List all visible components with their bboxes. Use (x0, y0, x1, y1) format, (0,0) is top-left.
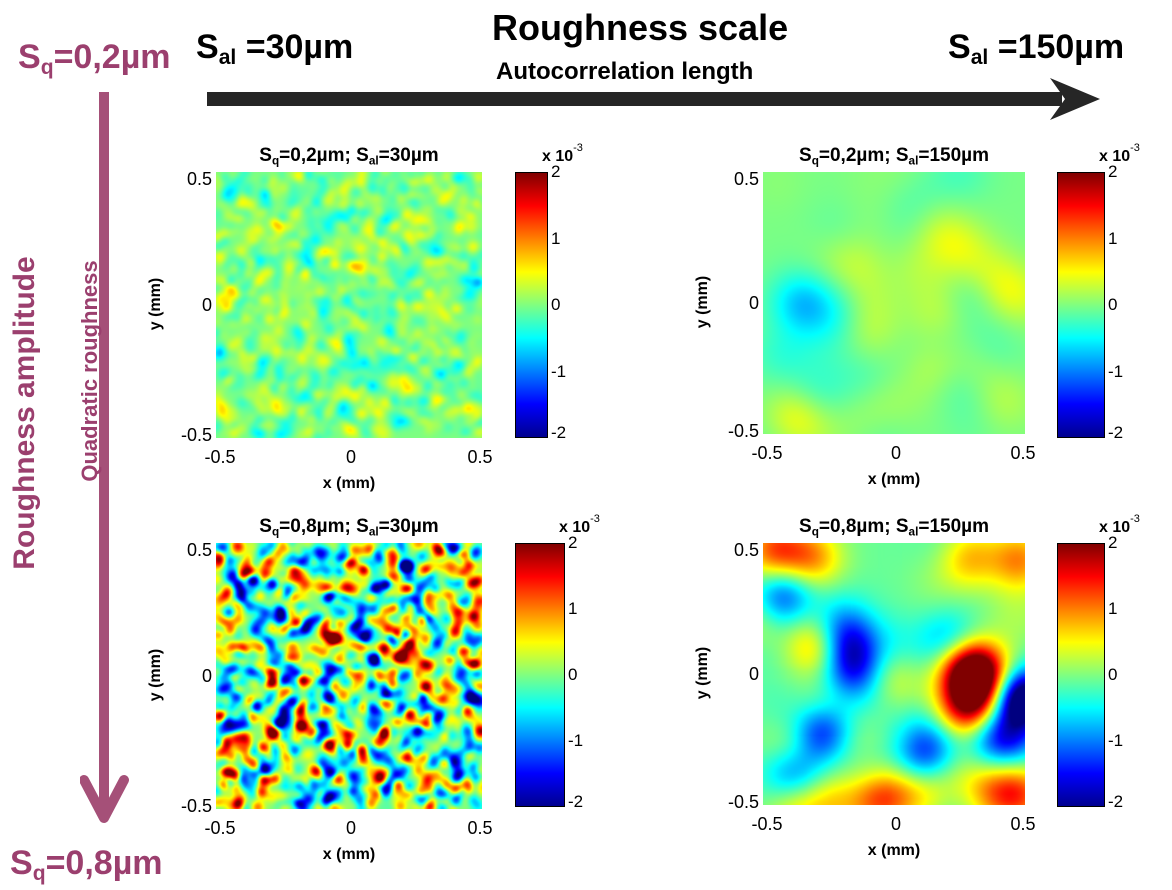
colorbar-tick-label: -1 (551, 363, 566, 380)
heatmap-plot (763, 543, 1025, 805)
y-tick-label: 0 (176, 667, 212, 685)
colorbar-exponent: x 10-3 (1099, 142, 1140, 166)
colorbar-tick-label: 0 (568, 666, 577, 683)
x-axis-label: x (mm) (844, 472, 944, 488)
x-tick-label: 0.5 (1003, 815, 1043, 833)
x-tick-label: 0 (331, 448, 371, 466)
colorbar-tick-label: -2 (568, 793, 583, 810)
y-axis-label: y (mm) (148, 625, 164, 725)
x-tick-label: 0.5 (1003, 444, 1043, 462)
x-tick-label: -0.5 (747, 815, 787, 833)
y-tick-label: 0.5 (723, 170, 759, 188)
y-tick-label: 0.5 (723, 541, 759, 559)
x-tick-label: 0.5 (460, 819, 500, 837)
heatmap-plot (216, 172, 482, 438)
heatmap-plot (216, 543, 482, 809)
colorbar (1057, 172, 1105, 438)
y-axis-label: y (mm) (695, 252, 711, 352)
colorbar-tick-label: 1 (1108, 230, 1117, 247)
y-axis-label: y (mm) (695, 623, 711, 723)
y-tick-label: 0 (723, 665, 759, 683)
colorbar-tick-label: 0 (1108, 666, 1117, 683)
x-tick-label: 0 (331, 819, 371, 837)
sq-top-label: Sq=0,2µm (18, 40, 171, 78)
colorbar-exponent: x 10-3 (542, 142, 583, 166)
plot-title: Sq=0,2µm; Sal=150µm (764, 146, 1024, 167)
colorbar-tick-label: -1 (568, 732, 583, 749)
colorbar-tick-label: -1 (1108, 363, 1123, 380)
colorbar-tick-label: 1 (568, 600, 577, 617)
x-tick-label: -0.5 (200, 819, 240, 837)
x-axis-label: x (mm) (299, 476, 399, 492)
y-tick-label: 0 (723, 294, 759, 312)
colorbar (515, 543, 565, 807)
colorbar (1057, 543, 1105, 807)
y-tick-label: 0.5 (176, 170, 212, 188)
y-tick-label: 0 (176, 296, 212, 314)
y-tick-label: -0.5 (723, 422, 759, 440)
plot-title: Sq=0,8µm; Sal=150µm (764, 517, 1024, 538)
colorbar-tick-label: -2 (1108, 793, 1123, 810)
heatmap-plot (763, 172, 1025, 434)
sal-left-label: Sal =30µm (196, 30, 353, 68)
roughness-scale-title: Roughness scale (492, 10, 788, 46)
y-tick-label: -0.5 (176, 426, 212, 444)
plot-title: Sq=0,2µm; Sal=30µm (219, 146, 479, 167)
colorbar-tick-label: 1 (551, 230, 560, 247)
sq-bottom-label: Sq=0,8µm (10, 846, 163, 884)
x-tick-label: -0.5 (747, 444, 787, 462)
colorbar (515, 172, 548, 438)
x-tick-label: 0 (876, 444, 916, 462)
y-tick-label: -0.5 (176, 797, 212, 815)
plot-title: Sq=0,8µm; Sal=30µm (219, 517, 479, 538)
x-tick-label: -0.5 (200, 448, 240, 466)
x-axis-label: x (mm) (844, 843, 944, 859)
colorbar-exponent: x 10-3 (1099, 513, 1140, 537)
scale-arrow (195, 72, 1105, 132)
colorbar-exponent: x 10-3 (559, 513, 600, 537)
y-tick-label: 0.5 (176, 541, 212, 559)
colorbar-tick-label: 0 (1108, 296, 1117, 313)
roughness-amplitude-label: Roughness amplitude (8, 198, 42, 628)
y-tick-label: -0.5 (723, 793, 759, 811)
quadratic-roughness-label: Quadratic roughness (77, 221, 103, 521)
y-axis-label: y (mm) (148, 254, 164, 354)
x-axis-label: x (mm) (299, 847, 399, 863)
colorbar-tick-label: -1 (1108, 732, 1123, 749)
colorbar-tick-label: 0 (551, 296, 560, 313)
x-tick-label: 0 (876, 815, 916, 833)
colorbar-tick-label: -2 (551, 424, 566, 441)
colorbar-tick-label: 1 (1108, 600, 1117, 617)
x-tick-label: 0.5 (460, 448, 500, 466)
scale-arrow-shaft (207, 92, 1062, 106)
colorbar-tick-label: -2 (1108, 424, 1123, 441)
sal-right-label: Sal =150µm (948, 30, 1124, 68)
